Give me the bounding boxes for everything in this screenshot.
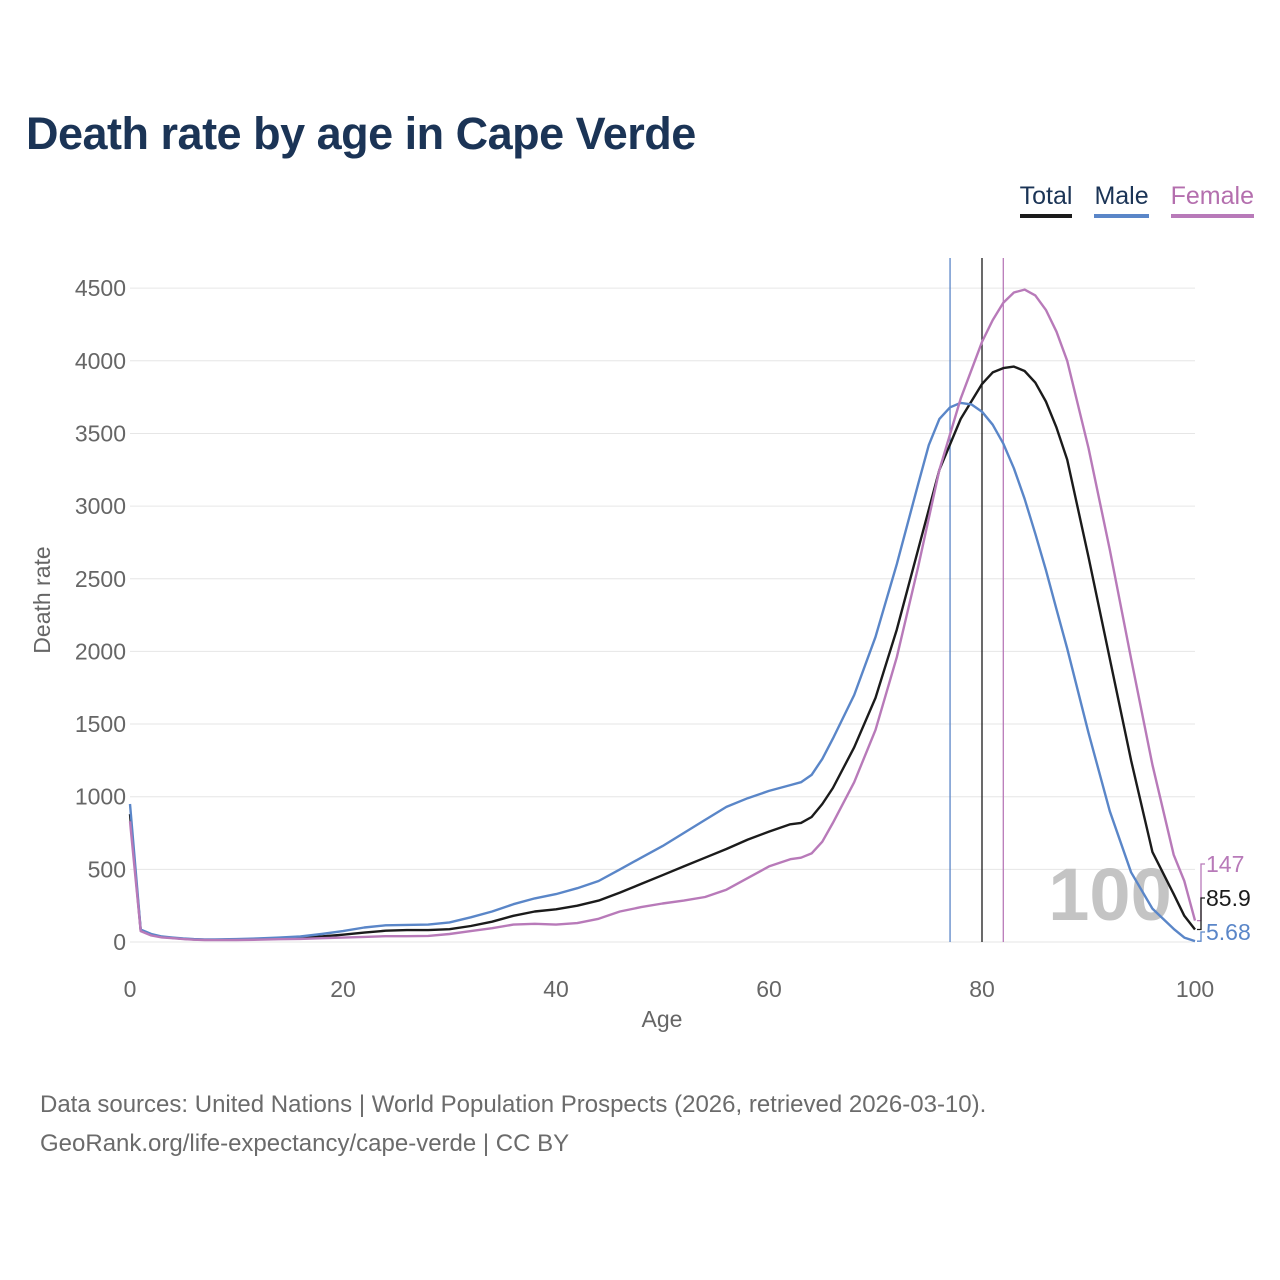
y-axis-label: Death rate <box>29 546 55 653</box>
end-label-connector <box>1197 863 1205 922</box>
x-tick-label: 80 <box>969 976 995 1002</box>
end-label-total: 85.9 <box>1206 885 1251 911</box>
life-expectancy-markers <box>949 258 1004 942</box>
legend-item-female[interactable]: Female <box>1170 182 1254 218</box>
y-tick-label: 2000 <box>75 638 126 664</box>
attribution-text: GeoRank.org/life-expectancy/cape-verde |… <box>40 1130 570 1157</box>
x-tick-label: 40 <box>543 976 569 1002</box>
legend-item-total[interactable]: Total <box>1019 182 1073 218</box>
end-label-connector <box>1197 897 1205 931</box>
death-rate-chart: 0 500 1000 1500 2000 2500 3000 3500 4000 4500 0 20… <box>29 258 1251 1032</box>
series-lines <box>128 288 1197 943</box>
x-axis-label: Age <box>642 1006 683 1032</box>
y-tick-label: 1000 <box>75 784 126 810</box>
series-line-male <box>128 401 1196 943</box>
y-tick-label: 2500 <box>75 566 126 592</box>
y-tick-label: 3000 <box>75 493 126 519</box>
y-tick-label: 0 <box>113 929 126 955</box>
y-tick-label: 3500 <box>75 420 126 446</box>
y-tick-label: 4000 <box>75 348 126 374</box>
series-line-total <box>128 365 1196 941</box>
end-labels: 147 85.9 5.68 <box>1197 851 1251 945</box>
y-tick-label: 1500 <box>75 711 126 737</box>
x-tick-label: 100 <box>1176 976 1214 1002</box>
legend: Total Male Female <box>1019 182 1254 218</box>
series-line-female <box>128 288 1197 942</box>
y-tick-label: 500 <box>88 856 126 882</box>
grid-lines <box>130 287 1195 943</box>
chart-title: Death rate by age in Cape Verde <box>26 108 696 159</box>
end-label-male: 5.68 <box>1206 919 1251 945</box>
x-tick-label: 0 <box>124 976 137 1002</box>
end-label-connector <box>1197 931 1205 942</box>
x-tick-label: 60 <box>756 976 782 1002</box>
end-label-female: 147 <box>1206 851 1244 877</box>
x-tick-label: 20 <box>330 976 356 1002</box>
data-source-text: Data sources: United Nations | World Pop… <box>40 1091 987 1118</box>
footer: Data sources: United Nations | World Pop… <box>40 1085 986 1163</box>
age-watermark: 100 <box>1048 853 1171 936</box>
y-tick-label: 4500 <box>75 275 126 301</box>
legend-item-male[interactable]: Male <box>1094 182 1149 218</box>
y-axis-ticks: 0 500 1000 1500 2000 2500 3000 3500 4000 4500 <box>75 275 126 955</box>
x-axis-ticks: 0 20 40 60 80 100 <box>124 976 1215 1002</box>
